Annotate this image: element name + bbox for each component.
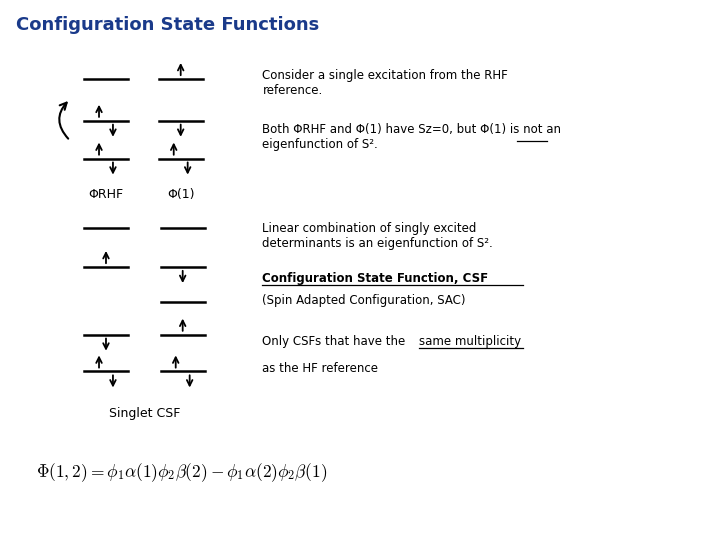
Text: same multiplicity: same multiplicity: [419, 335, 521, 348]
Text: Configuration State Functions: Configuration State Functions: [17, 16, 320, 35]
Text: Singlet CSF: Singlet CSF: [109, 407, 180, 420]
Text: ΦRHF: ΦRHF: [89, 188, 124, 201]
Text: Consider a single excitation from the RHF
reference.: Consider a single excitation from the RH…: [262, 69, 508, 97]
Text: Both ΦRHF and Φ(1) have Sz=0, but Φ(1) is not an
eigenfunction of S².: Both ΦRHF and Φ(1) have Sz=0, but Φ(1) i…: [262, 123, 562, 151]
Text: Φ(1): Φ(1): [167, 188, 194, 201]
Text: as the HF reference: as the HF reference: [262, 361, 379, 375]
Text: Only CSFs that have the: Only CSFs that have the: [262, 335, 410, 348]
Text: $\Phi(1,2) = \phi_1\alpha(1)\phi_2\beta(2) - \phi_1\alpha(2)\phi_2\beta(1)$: $\Phi(1,2) = \phi_1\alpha(1)\phi_2\beta(…: [36, 461, 328, 484]
Text: Configuration State Function, CSF: Configuration State Function, CSF: [262, 272, 488, 285]
Text: Linear combination of singly excited
determinants is an eigenfunction of S².: Linear combination of singly excited det…: [262, 222, 493, 250]
Text: (Spin Adapted Configuration, SAC): (Spin Adapted Configuration, SAC): [262, 294, 466, 307]
